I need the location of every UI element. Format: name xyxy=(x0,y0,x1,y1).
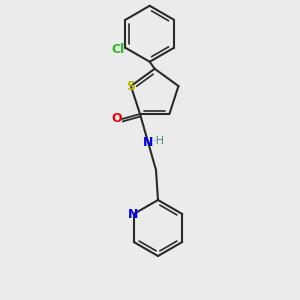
Text: ·H: ·H xyxy=(153,136,165,146)
Text: S: S xyxy=(126,80,135,92)
Text: O: O xyxy=(112,112,122,125)
Text: N: N xyxy=(128,208,138,220)
Text: Cl: Cl xyxy=(112,43,125,56)
Text: N: N xyxy=(143,136,153,148)
